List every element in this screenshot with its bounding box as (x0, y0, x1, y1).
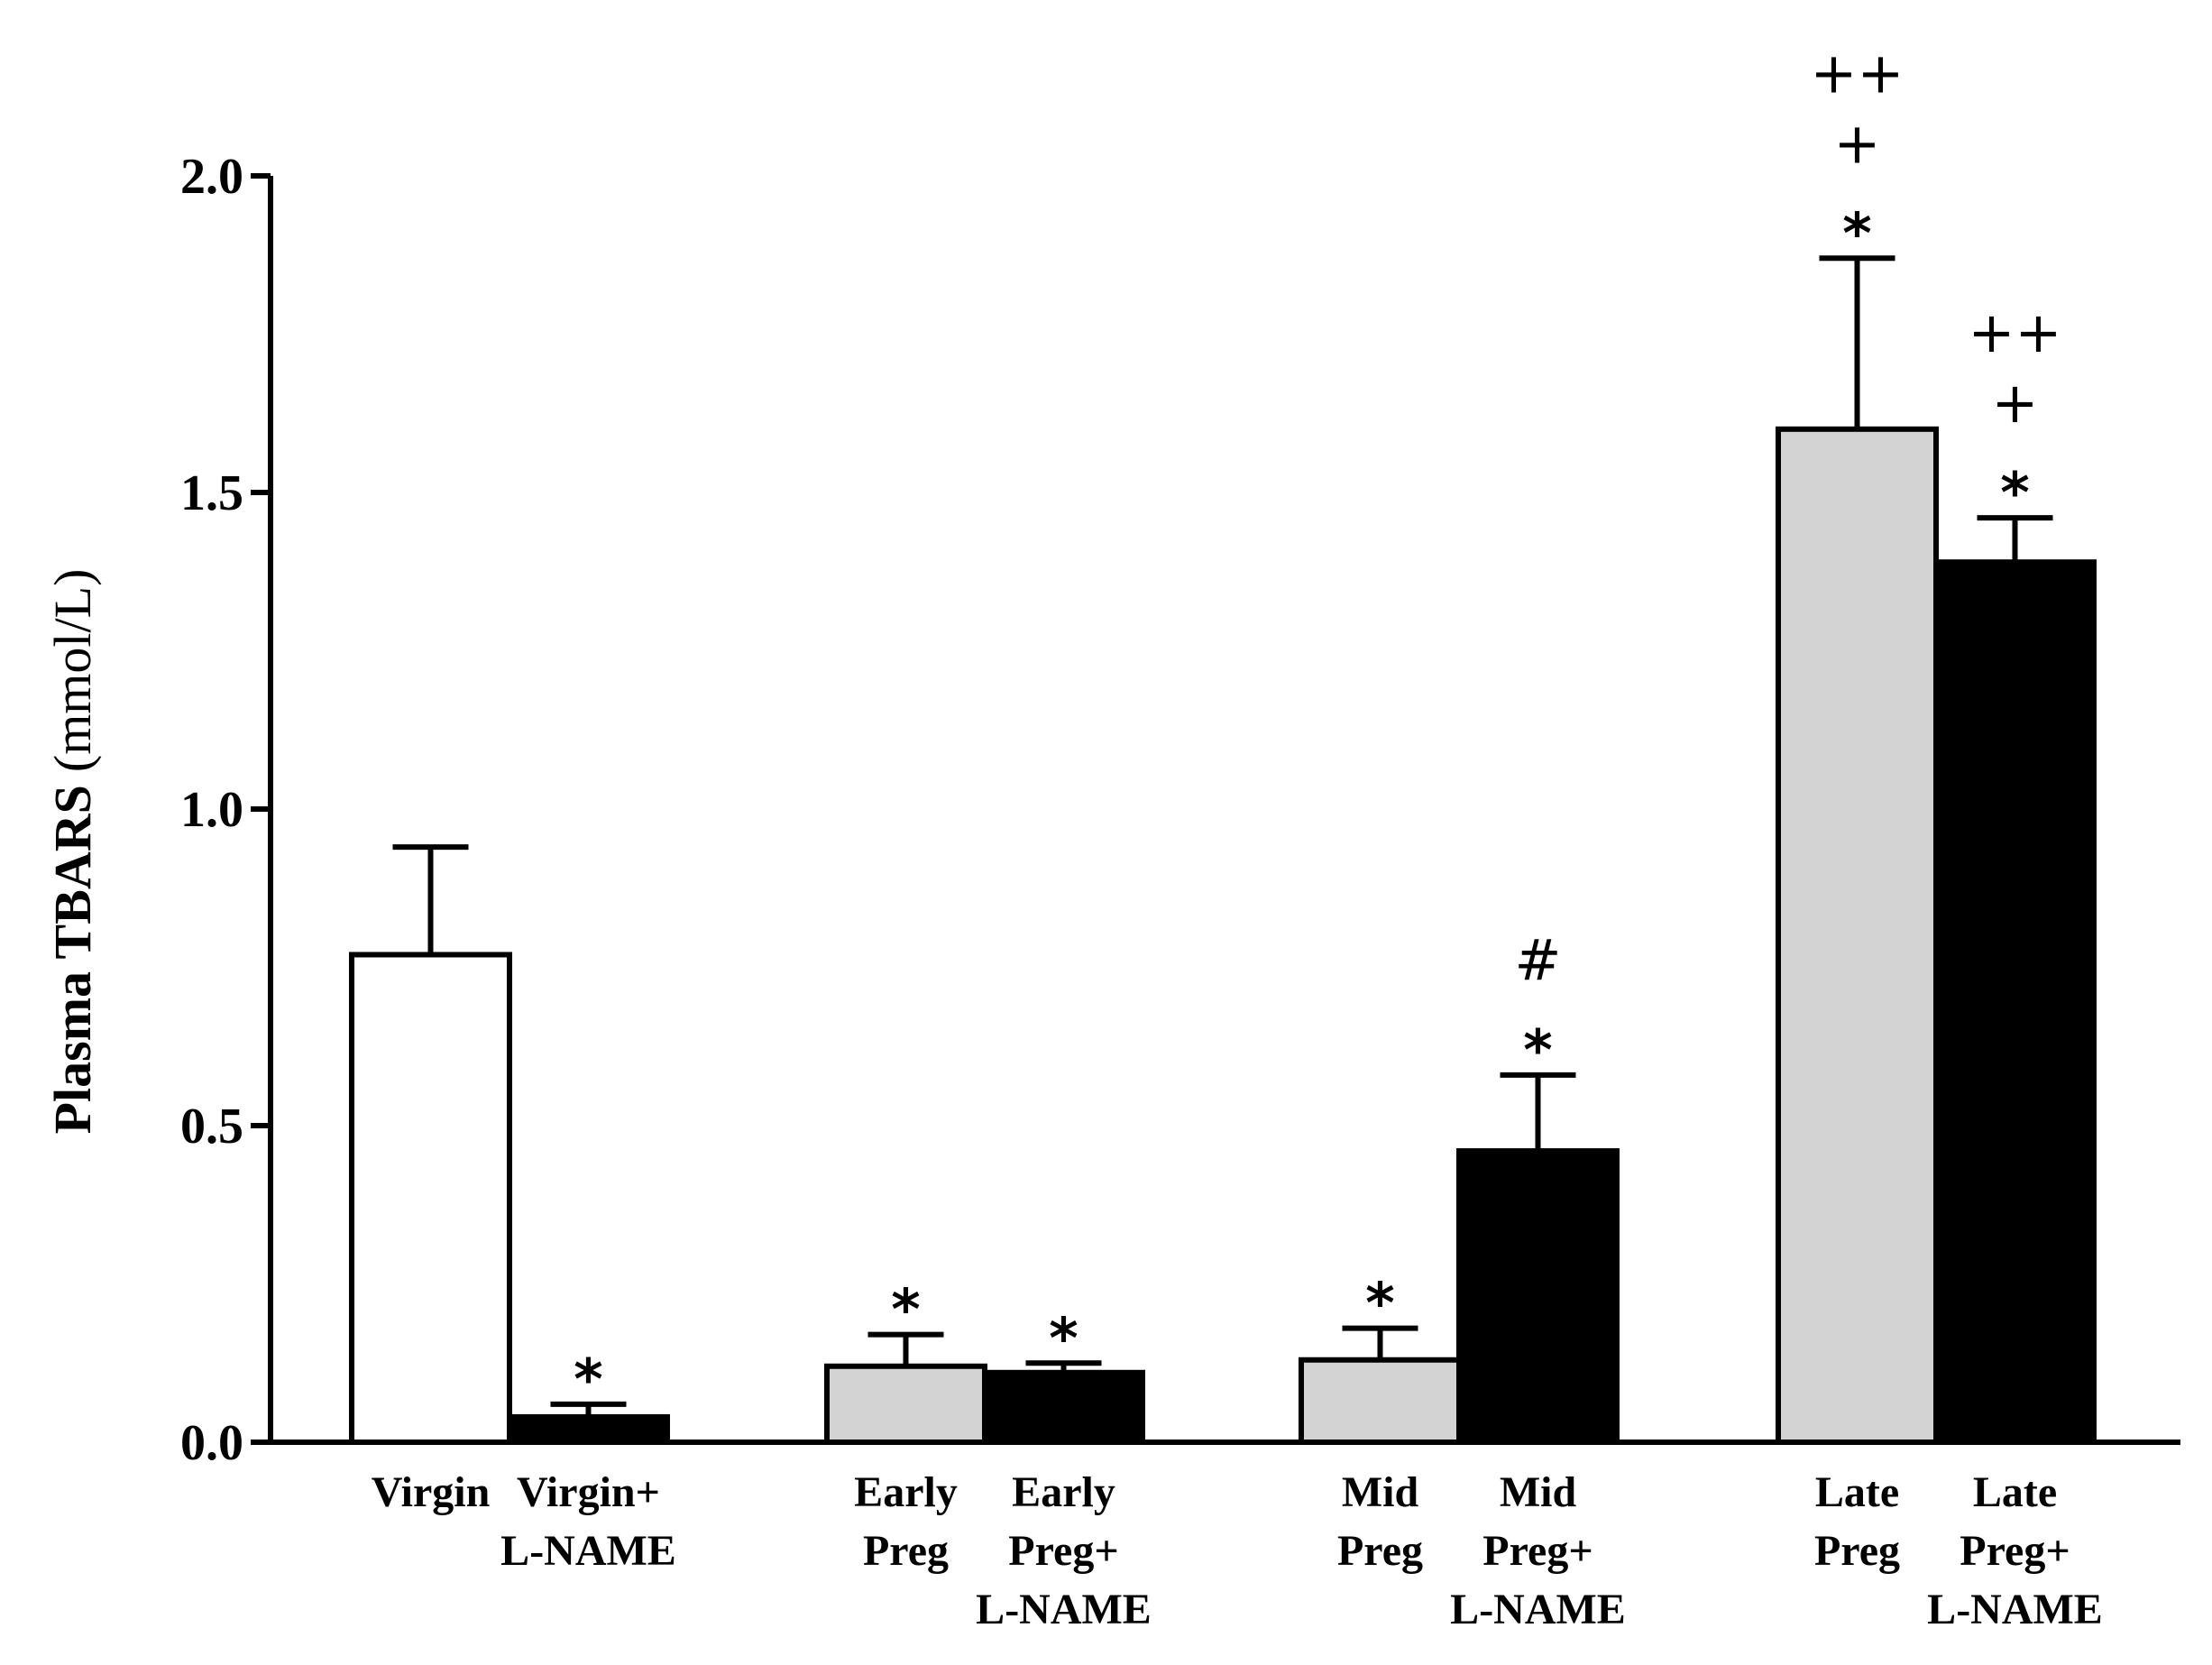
category-label: Early (854, 1468, 958, 1516)
significance-mark: * (1049, 1305, 1078, 1371)
category-label: Preg+ (1960, 1527, 2070, 1575)
bar (982, 1369, 1145, 1446)
category-label: Mid (1500, 1468, 1577, 1516)
bar (1456, 1148, 1620, 1445)
y-tick-label: 1.5 (180, 465, 243, 521)
category-label: Preg (1814, 1527, 1900, 1575)
y-axis-label-unit: (mmol/L) (43, 569, 102, 773)
y-axis-label-main: Plasma TBARS (43, 785, 102, 1134)
labels-layer: Virgin * Virgin+ L-NAME * Early Preg * Early Preg… (372, 40, 2103, 1633)
bar (349, 952, 512, 1445)
category-label: L-NAME (500, 1527, 676, 1575)
y-tick-label: 0.0 (180, 1415, 243, 1471)
category-label: L-NAME (1927, 1586, 2103, 1633)
bars-layer (349, 255, 2097, 1446)
category-label: Preg+ (1482, 1527, 1592, 1575)
category-label: Late (1815, 1468, 1899, 1516)
significance-mark: * (891, 1277, 920, 1343)
bar (507, 1413, 670, 1446)
significance-mark: * (1842, 200, 1871, 266)
significance-mark: ++ (1969, 299, 2062, 365)
significance-mark: * (1365, 1271, 1394, 1337)
significance-mark: ++ (1811, 40, 1905, 106)
category-label: Virgin (372, 1468, 491, 1516)
category-label: Preg (863, 1527, 949, 1575)
category-label: L-NAME (1450, 1586, 1626, 1633)
category-label: L-NAME (976, 1586, 1152, 1633)
category-label: Preg+ (1008, 1527, 1118, 1575)
category-label: Virgin+ (517, 1468, 660, 1516)
significance-mark: + (1992, 370, 2039, 436)
category-label: Late (1973, 1468, 2057, 1516)
y-tick-label: 2.0 (180, 149, 243, 205)
bar (1776, 426, 1939, 1445)
significance-mark: # (1515, 927, 1562, 993)
bar (824, 1363, 987, 1446)
axes-layer: 0.0 0.5 1.0 1.5 2.0 (180, 149, 2180, 1471)
y-axis-label: Plasma TBARS (mmol/L) (43, 569, 102, 1135)
category-label: Mid (1342, 1468, 1419, 1516)
bar (1933, 559, 2097, 1445)
significance-mark: * (1523, 1017, 1552, 1083)
significance-mark: * (2000, 460, 2029, 526)
y-tick-label: 0.5 (180, 1099, 243, 1154)
bar (1299, 1357, 1462, 1445)
y-tick-label: 1.0 (180, 782, 243, 838)
significance-mark: * (574, 1347, 602, 1412)
category-label: Preg (1337, 1527, 1423, 1575)
significance-mark: + (1834, 110, 1881, 176)
category-label: Early (1012, 1468, 1115, 1516)
